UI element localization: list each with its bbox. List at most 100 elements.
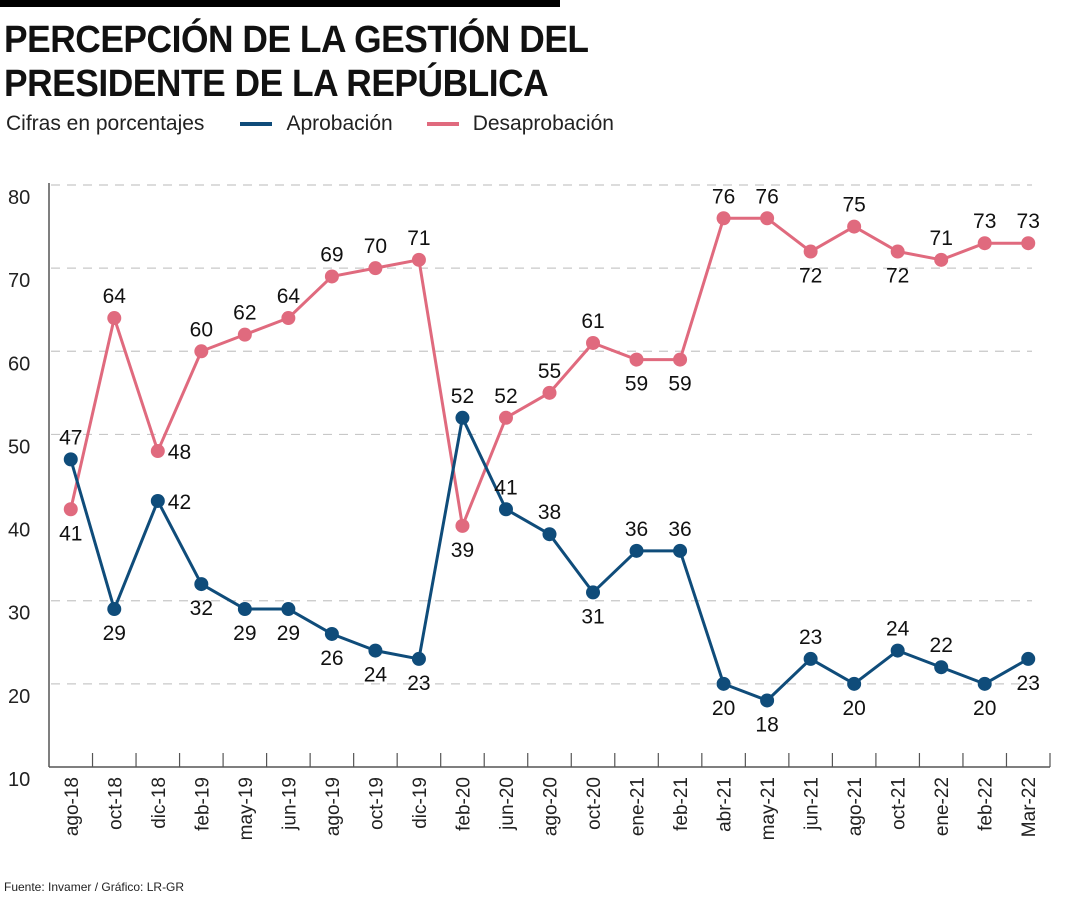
source-note: Fuente: Invamer / Gráfico: LR-GR xyxy=(4,880,185,894)
data-point-aprobacion xyxy=(411,651,426,666)
data-point-desaprobacion xyxy=(673,352,688,367)
x-tick-label: ago-21 xyxy=(845,777,866,836)
x-tick-label: jun-19 xyxy=(279,777,300,831)
data-point-aprobacion xyxy=(586,585,601,600)
data-label-desaprobacion: 72 xyxy=(799,265,822,288)
data-label-desaprobacion: 55 xyxy=(538,360,561,383)
data-label-desaprobacion: 59 xyxy=(668,373,691,396)
legend-label-aprobacion: Aprobación xyxy=(286,112,393,135)
x-tick-label: may-21 xyxy=(758,777,779,840)
data-point-desaprobacion xyxy=(455,518,470,533)
x-tick-label: dic-18 xyxy=(149,777,170,829)
top-rule xyxy=(0,0,560,7)
data-point-desaprobacion xyxy=(716,211,731,226)
x-tick-label: jun-21 xyxy=(802,777,823,831)
data-label-desaprobacion: 48 xyxy=(168,441,191,464)
data-point-desaprobacion xyxy=(150,444,165,459)
data-label-desaprobacion: 76 xyxy=(755,185,778,208)
data-point-desaprobacion xyxy=(803,244,818,259)
data-point-aprobacion xyxy=(107,602,122,617)
data-point-desaprobacion xyxy=(847,219,862,234)
x-tick-label: oct-20 xyxy=(584,777,605,830)
data-point-aprobacion xyxy=(324,626,339,641)
x-tick-label: ene-22 xyxy=(932,777,953,836)
chart-title: PERCEPCIÓN DE LA GESTIÓN DEL PRESIDENTE … xyxy=(4,18,589,106)
data-point-desaprobacion xyxy=(629,352,644,367)
data-point-aprobacion xyxy=(498,502,513,517)
data-label-desaprobacion: 60 xyxy=(190,318,213,341)
data-point-desaprobacion xyxy=(63,502,78,517)
data-label-aprobacion: 31 xyxy=(581,605,604,628)
data-point-desaprobacion xyxy=(977,236,992,251)
data-label-aprobacion: 18 xyxy=(755,713,778,736)
data-label-desaprobacion: 73 xyxy=(1017,210,1040,233)
data-label-desaprobacion: 70 xyxy=(364,235,387,258)
data-label-desaprobacion: 52 xyxy=(494,385,517,408)
data-label-desaprobacion: 71 xyxy=(930,227,953,250)
data-label-desaprobacion: 76 xyxy=(712,185,735,208)
legend-item-aprobacion: Aprobación xyxy=(240,112,393,136)
data-label-aprobacion: 24 xyxy=(364,664,388,687)
data-point-aprobacion xyxy=(760,693,775,708)
gridlines xyxy=(51,184,1032,685)
series-aprobacion: 47 29 42 32 29 29 26 24 23 52 41 38 31 36 36 20 18 23 20 24… xyxy=(59,385,1040,737)
data-label-desaprobacion: 39 xyxy=(451,539,474,562)
data-point-desaprobacion xyxy=(934,252,949,267)
data-point-desaprobacion xyxy=(890,244,905,259)
data-point-aprobacion xyxy=(63,452,78,467)
data-point-aprobacion xyxy=(629,543,644,558)
data-label-aprobacion: 52 xyxy=(451,385,474,408)
data-label-aprobacion: 29 xyxy=(103,622,126,645)
y-tick-label: 20 xyxy=(8,686,30,708)
data-label-aprobacion: 41 xyxy=(494,476,517,499)
x-tick-label: feb-20 xyxy=(453,777,474,831)
data-point-aprobacion xyxy=(150,493,165,508)
data-point-aprobacion xyxy=(455,410,470,425)
chart-subtitle: Cifras en porcentajes xyxy=(6,112,205,135)
y-tick-label: 40 xyxy=(8,520,30,542)
data-label-aprobacion: 23 xyxy=(407,672,430,695)
data-point-desaprobacion xyxy=(281,311,296,326)
data-point-desaprobacion xyxy=(194,344,209,359)
x-tick-label: oct-21 xyxy=(889,777,910,830)
legend-item-desaprobacion: Desaprobación xyxy=(426,112,614,136)
legend-swatch-desaprobacion xyxy=(426,122,459,126)
x-tick-label: ene-21 xyxy=(628,777,649,836)
data-point-desaprobacion xyxy=(107,311,122,326)
x-tick-label: jun-20 xyxy=(497,777,518,831)
data-label-desaprobacion: 62 xyxy=(233,302,256,325)
data-point-desaprobacion xyxy=(368,261,383,276)
data-point-aprobacion xyxy=(1021,651,1036,666)
x-tick-label: abr-21 xyxy=(715,777,736,832)
data-point-desaprobacion xyxy=(324,269,339,284)
y-axis: 10 20 30 40 50 60 70 80 xyxy=(8,183,50,791)
data-label-desaprobacion: 72 xyxy=(886,265,909,288)
legend-swatch-aprobacion xyxy=(240,122,273,126)
data-label-desaprobacion: 64 xyxy=(103,285,127,308)
x-axis: ago-18 oct-18 dic-18 feb-19 may-19 jun-19 ago-… xyxy=(49,753,1051,840)
data-label-aprobacion: 36 xyxy=(625,518,648,541)
x-tick-label: dic-19 xyxy=(410,777,431,829)
data-point-aprobacion xyxy=(847,676,862,691)
data-label-aprobacion: 47 xyxy=(59,426,82,449)
y-tick-label: 50 xyxy=(8,436,30,458)
x-tick-label: oct-18 xyxy=(105,777,126,830)
series-group: 41 64 48 60 62 64 69 70 71 39 52 55 61 59 59 76 76 72 75 72… xyxy=(59,185,1040,736)
data-label-aprobacion: 29 xyxy=(277,622,300,645)
data-point-aprobacion xyxy=(890,643,905,658)
legend: Cifras en porcentajes Aprobación Desapro… xyxy=(6,110,648,138)
data-label-aprobacion: 36 xyxy=(668,518,691,541)
data-point-aprobacion xyxy=(542,527,557,542)
y-tick-label: 80 xyxy=(8,187,30,209)
data-label-desaprobacion: 59 xyxy=(625,373,648,396)
data-point-desaprobacion xyxy=(760,211,775,226)
data-label-desaprobacion: 69 xyxy=(320,243,343,266)
data-label-aprobacion: 24 xyxy=(886,618,910,641)
data-label-desaprobacion: 41 xyxy=(59,522,82,545)
x-tick-label: Mar-22 xyxy=(1019,777,1040,837)
data-label-aprobacion: 23 xyxy=(799,626,822,649)
x-tick-label: feb-19 xyxy=(192,777,213,831)
data-point-aprobacion xyxy=(716,676,731,691)
data-label-aprobacion: 20 xyxy=(712,697,735,720)
data-label-aprobacion: 38 xyxy=(538,501,561,524)
